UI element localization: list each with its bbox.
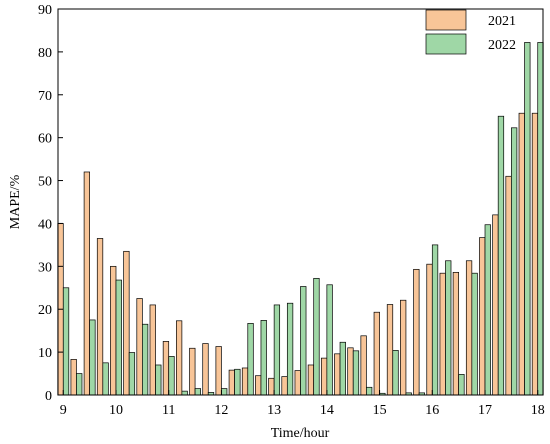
x-tick-label: 17 <box>478 403 492 418</box>
bar-2021-35 <box>518 112 525 396</box>
y-tick-label: 50 <box>38 175 52 190</box>
bar-2021-3 <box>96 238 104 396</box>
bar-2021-13 <box>228 369 235 396</box>
bar-2022-36 <box>537 42 544 396</box>
legend: 2021 2022 <box>425 9 516 55</box>
bar-2022-23 <box>366 386 373 396</box>
bar-2021-36 <box>531 112 539 396</box>
bar-2021-32 <box>479 237 486 396</box>
bar-2021-33 <box>492 214 499 396</box>
bar-2022-28 <box>431 244 439 396</box>
bar-2021-2 <box>83 171 90 396</box>
bar-2021-1 <box>70 359 77 396</box>
bar-2022-34 <box>511 127 518 396</box>
bar-2021-24 <box>373 311 380 396</box>
bar-2021-19 <box>307 364 315 396</box>
bar-2022-22 <box>352 350 360 396</box>
y-tick-label: 70 <box>38 89 52 104</box>
x-tick-label: 10 <box>109 403 123 418</box>
bar-2021-8 <box>162 341 170 396</box>
bar-2022-16 <box>273 304 281 396</box>
bar-2022-15 <box>260 320 267 396</box>
bar-2022-5 <box>128 352 136 396</box>
x-tick-label: 14 <box>320 403 334 418</box>
bar-2022-29 <box>445 260 452 396</box>
bar-2021-29 <box>439 272 446 396</box>
legend-swatch-2021 <box>425 9 467 31</box>
bar-2022-30 <box>458 374 465 396</box>
x-tick-label: 13 <box>267 403 281 418</box>
bar-2022-35 <box>524 42 531 396</box>
y-tick-label: 30 <box>38 260 52 275</box>
bar-2021-6 <box>136 298 143 396</box>
bar-2022-19 <box>313 277 320 396</box>
bar-2022-10 <box>194 388 201 396</box>
bar-2022-18 <box>300 286 307 396</box>
bar-2021-34 <box>505 175 512 396</box>
y-tick-label: 40 <box>38 217 52 232</box>
y-tick-label: 20 <box>38 303 52 318</box>
bar-2021-12 <box>215 346 222 396</box>
bar-2021-7 <box>149 304 156 396</box>
bar-2022-0 <box>62 287 70 396</box>
bar-2022-7 <box>155 364 162 396</box>
bar-2021-15 <box>255 375 262 396</box>
bar-2021-14 <box>241 367 249 396</box>
bar-2022-13 <box>234 368 241 396</box>
bar-2021-31 <box>465 260 473 396</box>
bar-2022-12 <box>221 388 228 396</box>
bar-2021-10 <box>189 347 196 396</box>
bar-2022-14 <box>247 323 254 396</box>
bar-2022-25 <box>392 350 399 396</box>
x-tick-label: 15 <box>373 403 387 418</box>
bar-2021-23 <box>360 335 367 396</box>
y-tick-label: 90 <box>38 3 52 18</box>
bar-2022-1 <box>76 373 83 396</box>
x-tick-label: 11 <box>162 403 175 418</box>
x-tick-label: 12 <box>214 403 228 418</box>
plot-frame <box>57 8 544 396</box>
bar-2022-31 <box>471 272 478 396</box>
x-tick-label: 16 <box>425 403 439 418</box>
bar-2021-28 <box>426 263 433 396</box>
bar-2021-27 <box>413 268 420 396</box>
y-tick-label: 0 <box>45 389 52 404</box>
bar-2021-30 <box>452 271 460 396</box>
bar-2021-9 <box>176 320 183 396</box>
legend-swatch-2022 <box>425 33 467 55</box>
bar-2021-20 <box>320 357 328 396</box>
bar-2022-8 <box>168 356 175 396</box>
bar-2021-22 <box>347 347 354 396</box>
y-tick-label: 10 <box>38 346 52 361</box>
bar-2022-32 <box>484 224 491 396</box>
x-tick-label: 9 <box>60 403 67 418</box>
bar-2022-4 <box>115 279 122 396</box>
bar-2021-4 <box>110 265 117 396</box>
y-axis-title: MAPE/% <box>8 174 23 229</box>
bar-2021-18 <box>294 370 301 396</box>
bar-2021-17 <box>281 376 288 396</box>
bar-2022-2 <box>89 319 96 396</box>
bar-2022-21 <box>339 341 346 396</box>
y-tick-label: 80 <box>38 46 52 61</box>
bar-2022-20 <box>326 284 333 396</box>
y-tick-label: 60 <box>38 132 52 147</box>
x-tick-label: 18 <box>531 403 545 418</box>
axes-group: 9 10 11 12 13 14 15 16 17 18 0 10 20 30 40 50 60 70 80 90 <box>38 3 545 418</box>
bar-2021-5 <box>123 250 130 396</box>
bar-2022-9 <box>181 390 188 396</box>
bar-2021-21 <box>334 353 341 396</box>
bar-2022-33 <box>497 115 505 396</box>
x-axis-title: Time/hour <box>271 426 330 441</box>
bar-2021-25 <box>386 304 394 396</box>
bar-2021-16 <box>268 377 275 396</box>
bar-2022-3 <box>102 362 109 396</box>
bar-2021-26 <box>400 299 407 396</box>
legend-label-2022: 2022 <box>488 38 516 53</box>
legend-label-2021: 2021 <box>488 14 516 29</box>
bar-2022-17 <box>286 302 294 396</box>
bar-2022-6 <box>142 323 149 396</box>
bar-2021-11 <box>202 343 209 396</box>
